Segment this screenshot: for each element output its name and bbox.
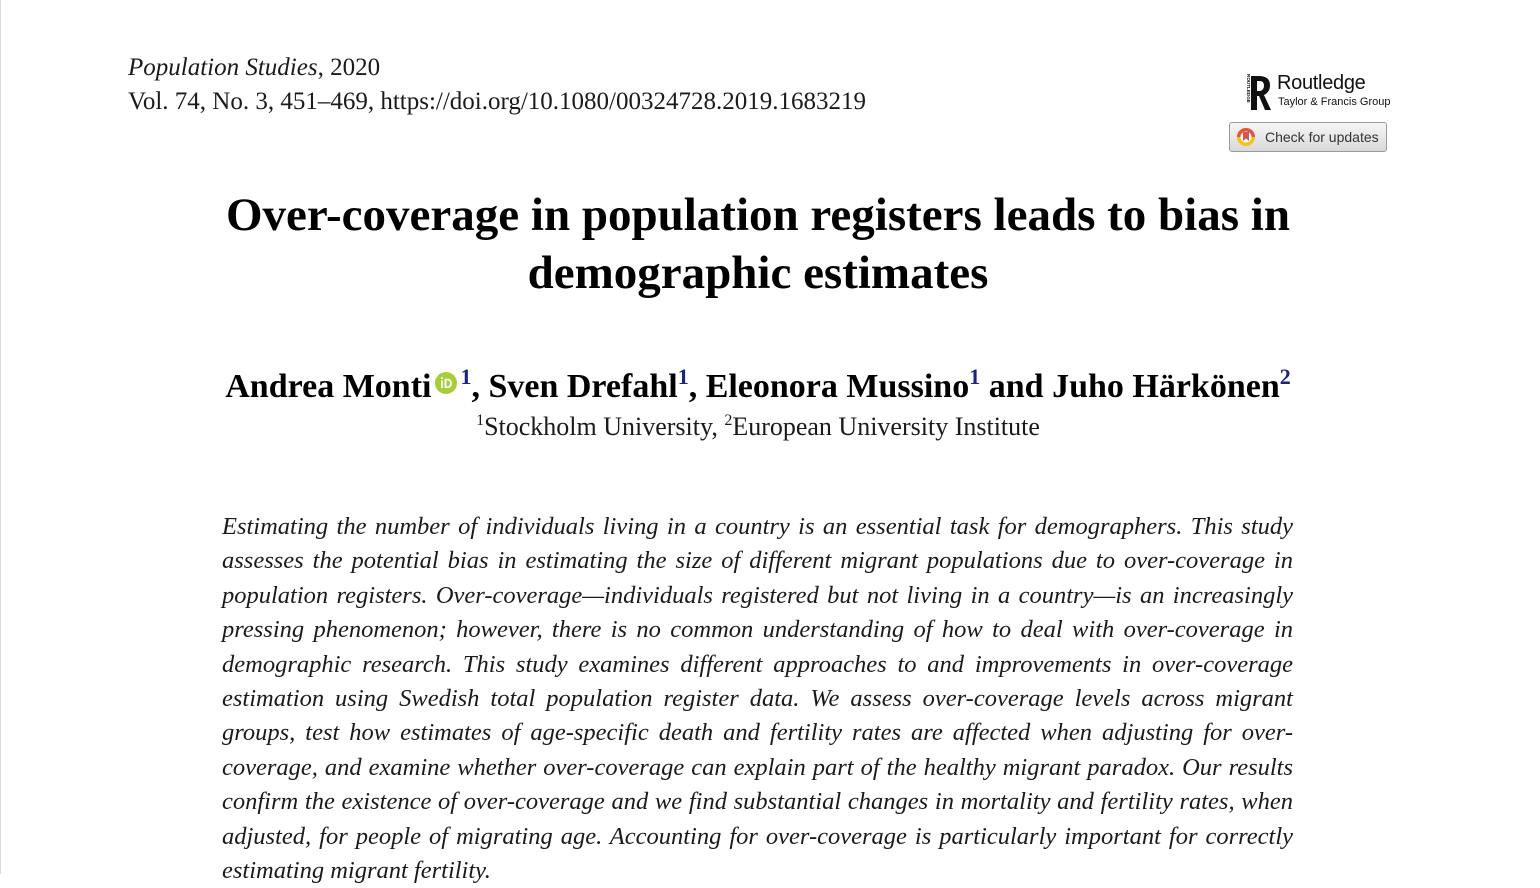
author-name: Eleonora Mussino: [705, 368, 970, 405]
publisher-name: Routledge: [1277, 72, 1366, 94]
author-affiliation-mark[interactable]: 1: [677, 364, 689, 389]
author-separator: ,: [471, 368, 489, 405]
author-name: Andrea Monti: [225, 368, 432, 405]
logo-side-text: ROUTLEDGE: [1246, 74, 1251, 103]
orcid-icon[interactable]: [435, 372, 458, 394]
author-separator: ,: [688, 368, 706, 405]
affiliation-separator: ,: [711, 412, 725, 441]
journal-name: Population Studies: [128, 54, 318, 81]
affiliation-mark: 1: [476, 412, 485, 429]
author-name: Juho Härkönen: [1052, 368, 1280, 405]
author-affiliation-mark[interactable]: 1: [969, 364, 981, 389]
affiliation-list: 1Stockholm University, 2European Univers…: [101, 410, 1415, 444]
author-affiliation-mark[interactable]: 2: [1279, 364, 1291, 389]
crossmark-icon: [1237, 128, 1255, 146]
abstract-text: Estimating the number of individuals liv…: [222, 513, 1293, 885]
author-name: Sven Drefahl: [488, 368, 678, 405]
check-for-updates-label: Check for updates: [1265, 129, 1379, 145]
routledge-r-logo-icon: ROUTLEDGE: [1246, 74, 1271, 110]
check-for-updates-button[interactable]: Check for updates: [1229, 122, 1387, 152]
affiliation-mark: 2: [724, 412, 733, 429]
publisher-logo: ROUTLEDGE Routledge Taylor & Francis Gro…: [1241, 70, 1391, 114]
affiliation-name: European University Institute: [732, 412, 1040, 441]
author-list: Andrea Monti 1, Sven Drefahl1, Eleonora M…: [101, 366, 1415, 408]
author-separator: and: [980, 368, 1053, 405]
author-affiliation-mark[interactable]: 1: [460, 364, 472, 389]
journal-year: , 2020: [317, 54, 381, 81]
journal-citation[interactable]: Vol. 74, No. 3, 451–469, https://doi.org…: [128, 88, 867, 115]
journal-info: Population Studies, 2020: [128, 53, 380, 83]
affiliation-name: Stockholm University: [484, 412, 712, 441]
paper-title: Over-coverage in population registers le…: [226, 189, 1290, 299]
publisher-subtitle: Taylor & Francis Group: [1278, 96, 1391, 108]
